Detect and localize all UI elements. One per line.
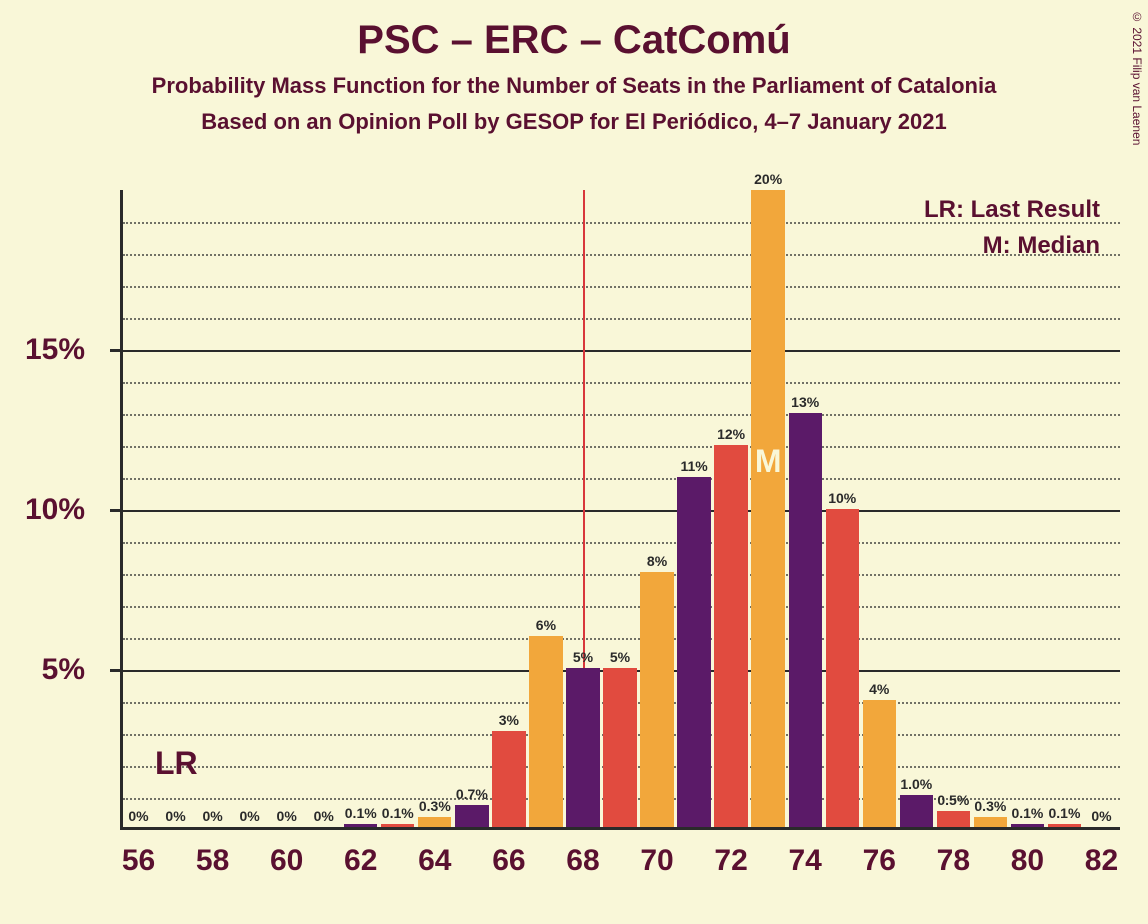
chart-title: PSC – ERC – CatComú bbox=[0, 18, 1148, 63]
x-tick-label: 82 bbox=[1085, 844, 1118, 878]
x-tick-label: 56 bbox=[122, 844, 155, 878]
y-tick-label: 10% bbox=[5, 493, 85, 527]
y-tick-mark bbox=[110, 509, 120, 512]
bar bbox=[566, 668, 599, 827]
bar-value-label: 0.3% bbox=[419, 798, 451, 814]
bar bbox=[900, 795, 933, 827]
bar-value-label: 0.1% bbox=[1048, 805, 1080, 821]
gridline-minor bbox=[123, 446, 1120, 448]
median-marker: M bbox=[755, 443, 782, 480]
bar bbox=[455, 805, 488, 827]
bar-value-label: 0.3% bbox=[974, 798, 1006, 814]
x-tick-label: 58 bbox=[196, 844, 229, 878]
bar-value-label: 0% bbox=[277, 808, 297, 824]
bar bbox=[826, 509, 859, 828]
gridline-major bbox=[123, 510, 1120, 512]
x-tick-label: 76 bbox=[863, 844, 896, 878]
copyright-text: © 2021 Filip van Laenen bbox=[1130, 10, 1144, 145]
chart-plot-area: LR: Last Result M: Median 5%10%15%565860… bbox=[120, 190, 1120, 830]
y-tick-mark bbox=[110, 349, 120, 352]
bar-value-label: 10% bbox=[828, 490, 856, 506]
x-tick-label: 68 bbox=[566, 844, 599, 878]
bar-value-label: 12% bbox=[717, 426, 745, 442]
bar-value-label: 0% bbox=[1091, 808, 1111, 824]
bar-value-label: 0.7% bbox=[456, 786, 488, 802]
bar bbox=[418, 817, 451, 827]
x-tick-label: 78 bbox=[937, 844, 970, 878]
chart-subtitle-2: Based on an Opinion Poll by GESOP for El… bbox=[0, 109, 1148, 135]
bar-value-label: 3% bbox=[499, 712, 519, 728]
x-tick-label: 70 bbox=[640, 844, 673, 878]
bar-value-label: 0% bbox=[202, 808, 222, 824]
bar-value-label: 4% bbox=[869, 681, 889, 697]
gridline-minor bbox=[123, 638, 1120, 640]
x-tick-label: 60 bbox=[270, 844, 303, 878]
bar-value-label: 20% bbox=[754, 171, 782, 187]
bar-value-label: 5% bbox=[610, 649, 630, 665]
bar bbox=[677, 477, 710, 827]
x-tick-label: 66 bbox=[492, 844, 525, 878]
bar-value-label: 0.5% bbox=[937, 792, 969, 808]
bar bbox=[344, 824, 377, 827]
bar-value-label: 0% bbox=[314, 808, 334, 824]
gridline-minor bbox=[123, 574, 1120, 576]
bar bbox=[751, 190, 784, 827]
lr-label: LR bbox=[155, 745, 198, 782]
bar bbox=[714, 445, 747, 827]
bar-value-label: 1.0% bbox=[900, 776, 932, 792]
bar bbox=[603, 668, 636, 827]
x-tick-label: 64 bbox=[418, 844, 451, 878]
gridline-minor bbox=[123, 478, 1120, 480]
bar bbox=[640, 572, 673, 827]
bar-value-label: 5% bbox=[573, 649, 593, 665]
bar bbox=[529, 636, 562, 827]
bar-value-label: 8% bbox=[647, 553, 667, 569]
gridline-minor bbox=[123, 414, 1120, 416]
titles-block: PSC – ERC – CatComú Probability Mass Fun… bbox=[0, 0, 1148, 135]
y-tick-mark bbox=[110, 669, 120, 672]
gridline-minor bbox=[123, 286, 1120, 288]
bar-value-label: 11% bbox=[680, 458, 707, 474]
gridline-minor bbox=[123, 606, 1120, 608]
gridline-minor bbox=[123, 222, 1120, 224]
x-axis-line bbox=[120, 827, 1120, 830]
bar bbox=[1011, 824, 1044, 827]
x-tick-label: 74 bbox=[788, 844, 821, 878]
bar-value-label: 13% bbox=[791, 394, 819, 410]
legend: LR: Last Result M: Median bbox=[924, 196, 1100, 268]
bar bbox=[974, 817, 1007, 827]
bar-value-label: 0% bbox=[240, 808, 260, 824]
gridline-minor bbox=[123, 254, 1120, 256]
bar-value-label: 0.1% bbox=[382, 805, 414, 821]
gridline-minor bbox=[123, 542, 1120, 544]
bar-value-label: 6% bbox=[536, 617, 556, 633]
x-tick-label: 80 bbox=[1011, 844, 1044, 878]
bar bbox=[863, 700, 896, 827]
bar bbox=[1048, 824, 1081, 827]
gridline-minor bbox=[123, 382, 1120, 384]
x-tick-label: 62 bbox=[344, 844, 377, 878]
legend-lr: LR: Last Result bbox=[924, 196, 1100, 224]
y-tick-label: 5% bbox=[5, 653, 85, 687]
bar-value-label: 0% bbox=[128, 808, 148, 824]
bar bbox=[492, 731, 525, 827]
gridline-minor bbox=[123, 318, 1120, 320]
bar-value-label: 0.1% bbox=[345, 805, 377, 821]
bar-value-label: 0% bbox=[165, 808, 185, 824]
bar bbox=[789, 413, 822, 827]
gridline-major bbox=[123, 350, 1120, 352]
x-tick-label: 72 bbox=[714, 844, 747, 878]
bar-value-label: 0.1% bbox=[1011, 805, 1043, 821]
y-tick-label: 15% bbox=[5, 333, 85, 367]
chart-subtitle-1: Probability Mass Function for the Number… bbox=[0, 73, 1148, 99]
bar bbox=[381, 824, 414, 827]
bar bbox=[937, 811, 970, 827]
